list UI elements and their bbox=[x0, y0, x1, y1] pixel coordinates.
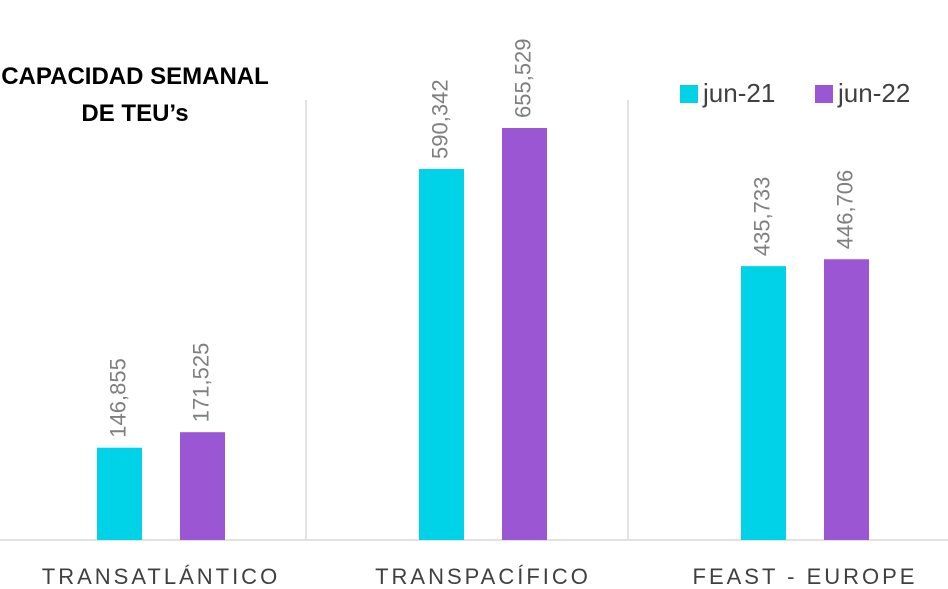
legend-label: jun-22 bbox=[837, 78, 910, 108]
value-label: 435,733 bbox=[749, 177, 774, 257]
legend-label: jun-21 bbox=[702, 78, 775, 108]
value-label: 171,525 bbox=[188, 343, 213, 423]
x-tick-label: TRANSPACÍFICO bbox=[375, 564, 591, 589]
bar bbox=[741, 266, 786, 540]
value-label: 655,529 bbox=[510, 38, 535, 118]
x-tick-label: TRANSATLÁNTICO bbox=[42, 564, 280, 589]
chart-title: CAPACIDAD SEMANAL DE TEU’s bbox=[1, 63, 269, 127]
legend-swatch bbox=[815, 85, 833, 103]
value-label: 146,855 bbox=[105, 358, 130, 438]
value-label: 446,706 bbox=[832, 170, 857, 250]
x-tick-label: FEAST - EUROPE bbox=[693, 564, 918, 589]
value-label: 590,342 bbox=[427, 79, 452, 159]
bar bbox=[419, 168, 464, 540]
bar bbox=[824, 259, 869, 540]
bar bbox=[97, 447, 142, 540]
bar bbox=[180, 432, 225, 540]
bar bbox=[502, 128, 547, 540]
legend-swatch bbox=[680, 85, 698, 103]
